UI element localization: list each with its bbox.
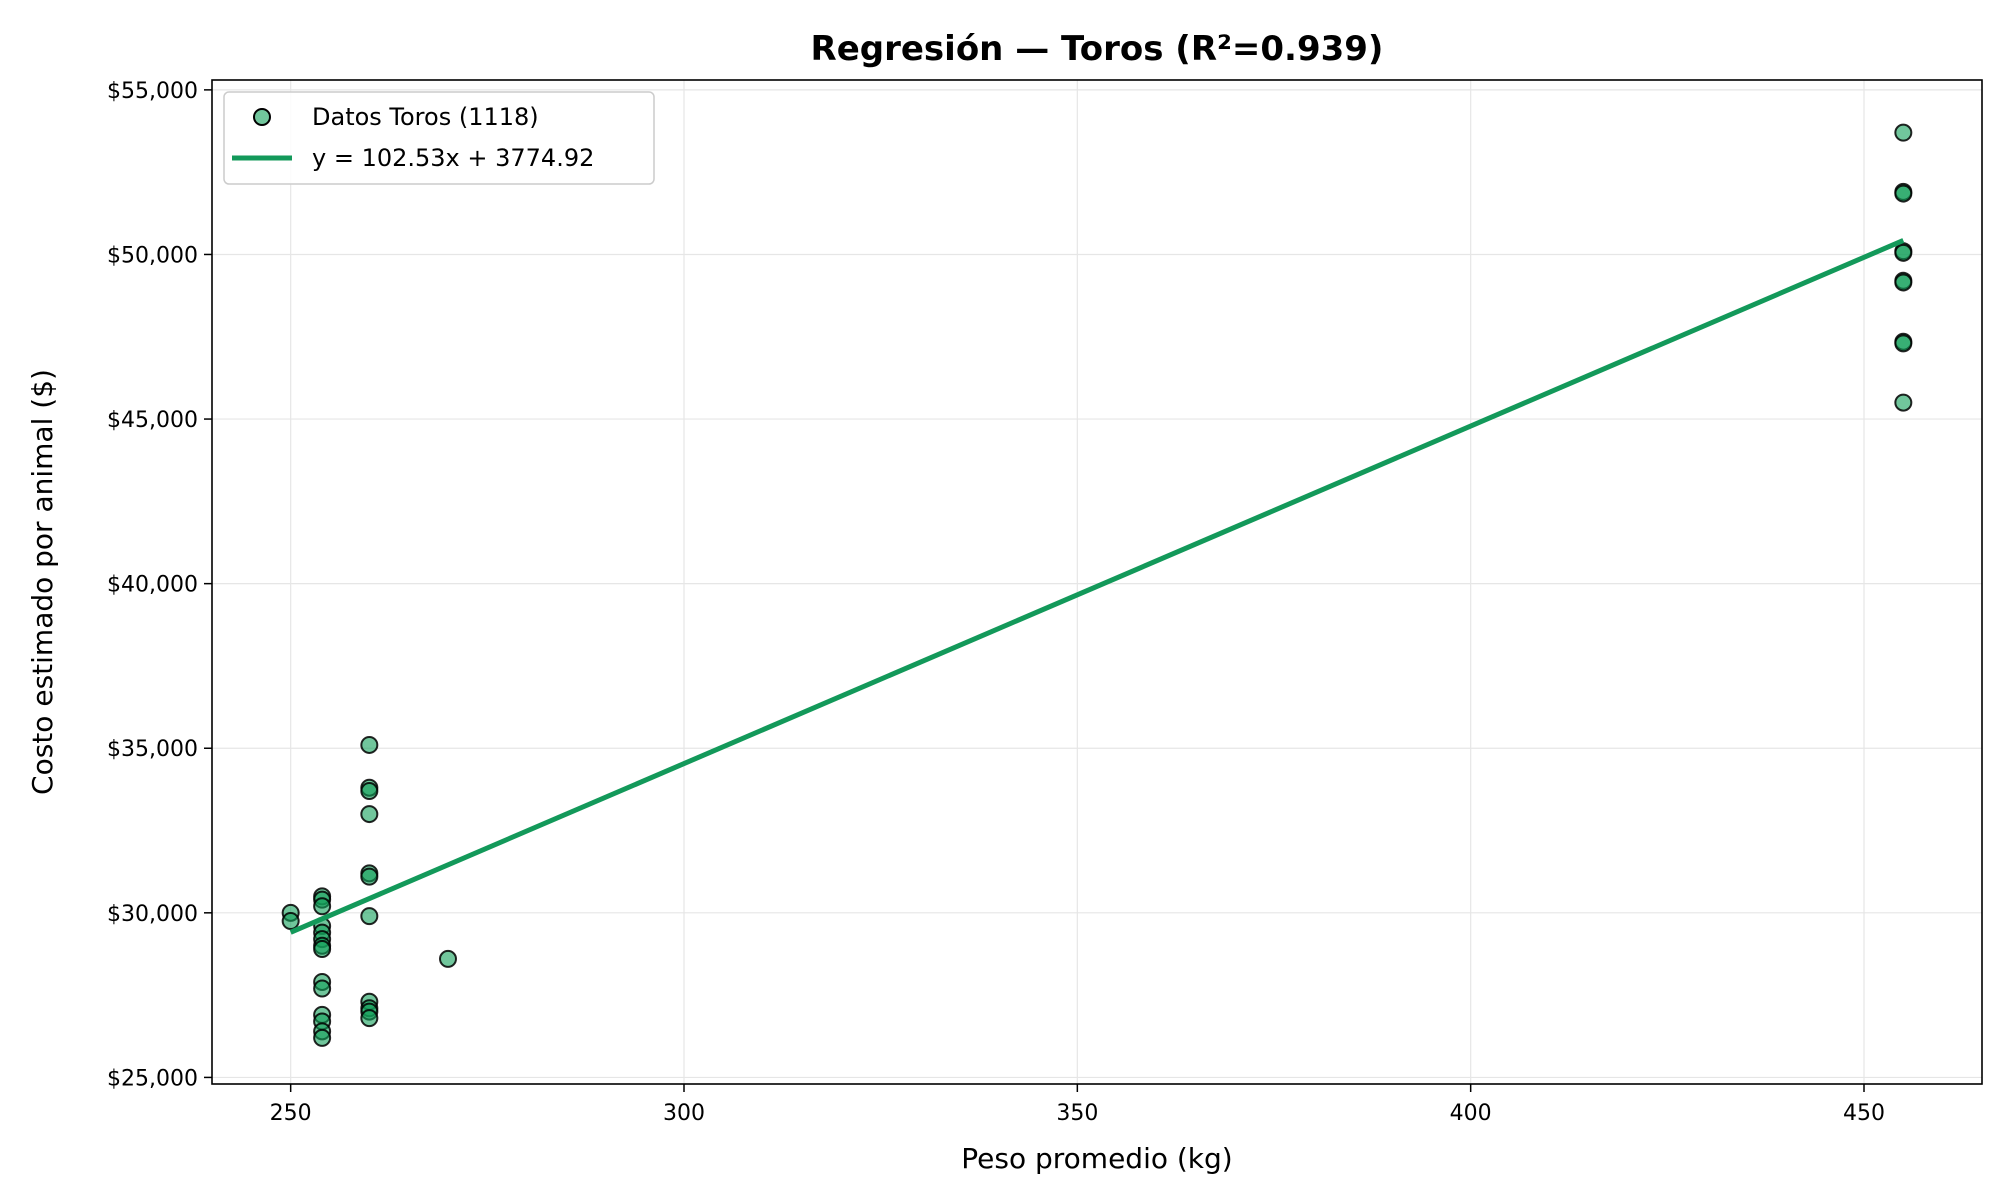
scatter-point: [1894, 334, 1913, 353]
scatter-point: [360, 867, 379, 886]
x-tick-label: 450: [1843, 1101, 1885, 1126]
y-axis-label: Costo estimado por animal ($): [26, 369, 59, 795]
regression-line: [289, 238, 1905, 935]
scatter-point: [1894, 273, 1913, 292]
y-tick-label: $30,000: [107, 902, 198, 927]
legend-box: [223, 91, 655, 185]
y-tick-label: $25,000: [107, 1066, 198, 1091]
legend-line-label: y = 102.53x + 3774.92: [312, 144, 594, 172]
legend-scatter-label: Datos Toros (1118): [312, 103, 539, 131]
scatter-point: [360, 907, 379, 926]
x-tick-label: 250: [270, 1101, 312, 1126]
x-tick-label: 300: [663, 1101, 705, 1126]
scatter-point: [360, 805, 379, 824]
axes: 250 300 350 400 450 $25,000 $30,000 $35,000 $40,…: [107, 79, 1885, 1126]
grid: [212, 80, 1982, 1084]
scatter-point: [360, 735, 379, 754]
scatter-point: [313, 940, 332, 959]
y-tick-label: $50,000: [107, 243, 198, 268]
chart-title: Regresión — Toros (R²=0.939): [811, 29, 1384, 69]
scatter-point: [313, 1028, 332, 1047]
scatter-point: [360, 782, 379, 801]
scatter-point: [1894, 243, 1913, 262]
axes-frame: [211, 79, 1983, 1085]
x-tick-label: 350: [1056, 1101, 1098, 1126]
scatter-point: [360, 1009, 379, 1028]
scatter-point: [313, 897, 332, 916]
plot-area: [281, 123, 1913, 1047]
y-tick-label: $35,000: [107, 737, 198, 762]
y-tick-label: $45,000: [107, 408, 198, 433]
x-axis-label: Peso promedio (kg): [961, 1142, 1232, 1175]
scatter-point: [1894, 184, 1913, 203]
scatter-point: [281, 912, 300, 931]
scatter-point: [439, 949, 457, 968]
legend: Datos Toros (1118) y = 102.53x + 3774.92: [223, 91, 655, 185]
y-tick-label: $55,000: [107, 79, 198, 104]
scatter-point: [1894, 123, 1913, 142]
scatter-point: [1894, 393, 1913, 412]
x-tick-label: 400: [1450, 1101, 1492, 1126]
y-tick-label: $40,000: [107, 573, 198, 598]
scatter-point: [313, 979, 332, 998]
legend-scatter-marker: [253, 108, 271, 126]
